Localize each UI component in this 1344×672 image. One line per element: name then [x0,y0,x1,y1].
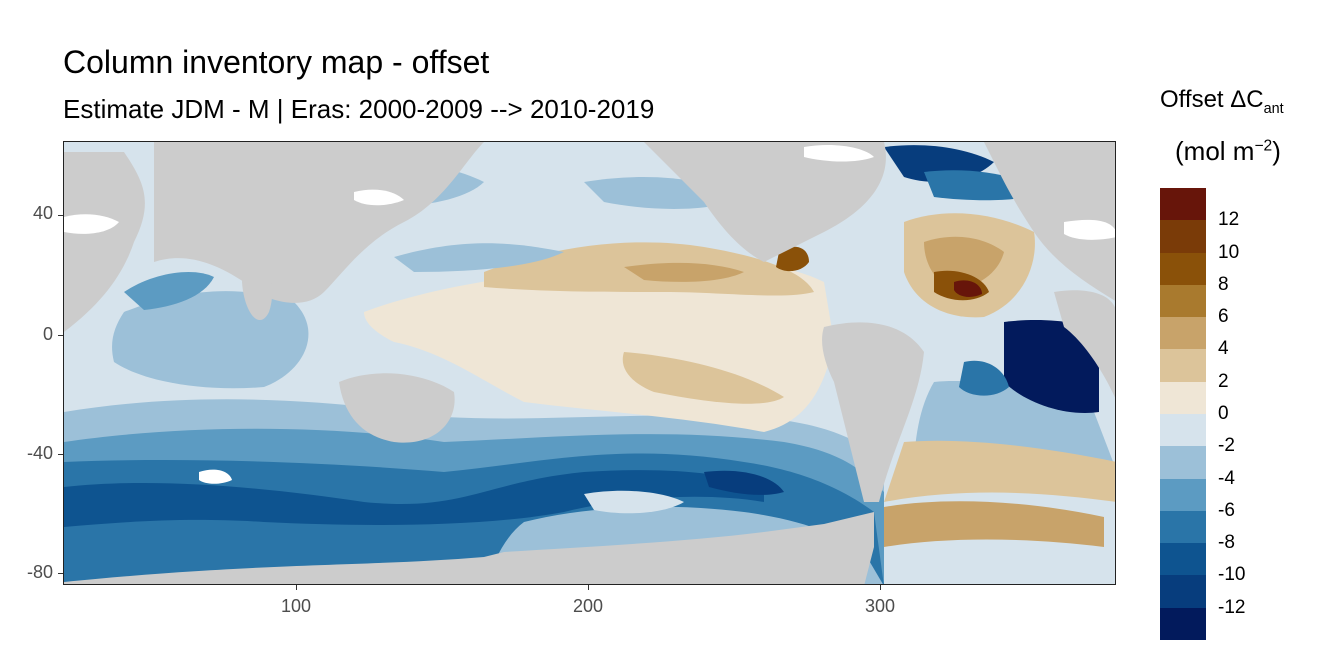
missing-arctic-1 [64,214,119,234]
legend-swatch [1160,543,1206,576]
legend-colorbar [1160,188,1206,641]
legend-swatch [1160,284,1206,318]
eq-atlantic-dark [1004,320,1099,413]
india-land [242,252,273,321]
missing-arctic-2 [354,189,404,206]
legend-swatch [1160,349,1206,383]
antarctica-land [64,512,874,584]
south-atlantic-brown [884,501,1104,547]
xtick-mark-100 [296,585,297,590]
atlantic-dark-brown [954,280,982,297]
ytick-mark-40 [58,215,63,216]
legend-label: 10 [1218,241,1240,263]
gulf-brown [776,246,809,272]
southern-band-4 [64,470,764,527]
legend-swatch [1160,510,1206,544]
legend-label: -4 [1218,467,1235,489]
missing-arctic-4 [1064,219,1115,240]
greenland-europe-land [984,142,1115,301]
missing-arctic-3 [804,145,874,162]
legend-swatch [1160,446,1206,480]
north-america-land [644,142,886,262]
legend-swatch [1160,607,1206,641]
legend-swatch [1160,252,1206,286]
xtick-label-300: 300 [864,596,896,616]
pacific-light-band [394,243,564,272]
legend-label: 4 [1218,338,1229,360]
xtick-mark-300 [880,585,881,590]
xtick-mark-200 [588,585,589,590]
pacific-tan-2 [624,262,744,282]
australia-land [339,373,455,443]
legend-swatch [1160,220,1206,254]
legend-label: 12 [1218,209,1240,231]
legend-swatch [1160,188,1206,221]
legend-label: 0 [1218,403,1229,424]
southern-dark-blob [704,470,784,495]
legend-label: -10 [1218,564,1246,586]
legend-swatch [1160,575,1206,609]
ytick-mark-0 [58,335,63,336]
eq-atlantic-mid [959,360,1009,396]
map-svg [64,142,1115,584]
ytick-mark-neg40 [58,454,63,455]
missing-south-1 [199,469,232,484]
ytick-label-40: 40 [32,203,53,223]
legend-label: -6 [1218,499,1235,521]
legend-label: 2 [1218,370,1229,392]
xtick-label-200: 200 [572,596,604,616]
legend-swatch [1160,317,1206,350]
legend-swatch [1160,414,1206,447]
asia-land [154,142,484,303]
map-panel [63,141,1116,585]
south-america-land [822,322,924,502]
legend-label: -8 [1218,532,1235,554]
ytick-label-neg80: -80 [26,562,53,582]
legend-unit: (mol m−2) [1175,136,1281,166]
legend-label: -12 [1218,596,1246,618]
legend-swatch [1160,381,1206,415]
xtick-label-100: 100 [280,596,312,616]
africa-land [64,152,145,332]
ytick-mark-neg80 [58,573,63,574]
ytick-label-0: 0 [42,324,53,344]
legend-swatch [1160,478,1206,512]
southern-white-patch [584,490,684,514]
chart-title: Column inventory map - offset [63,44,490,80]
legend-label: 6 [1218,306,1229,328]
pacific-tan-3 [622,352,784,404]
africa-east-land [1054,290,1115,398]
indian-blue-2 [124,272,214,310]
legend-label: 8 [1218,273,1229,295]
ytick-label-neg40: -40 [26,443,53,463]
legend-label: -2 [1218,435,1235,457]
chart-subtitle: Estimate JDM - M | Eras: 2000-2009 --> 2… [63,94,655,124]
legend-title: Offset ΔCant [1160,86,1284,117]
south-atlantic-tan [884,440,1115,502]
